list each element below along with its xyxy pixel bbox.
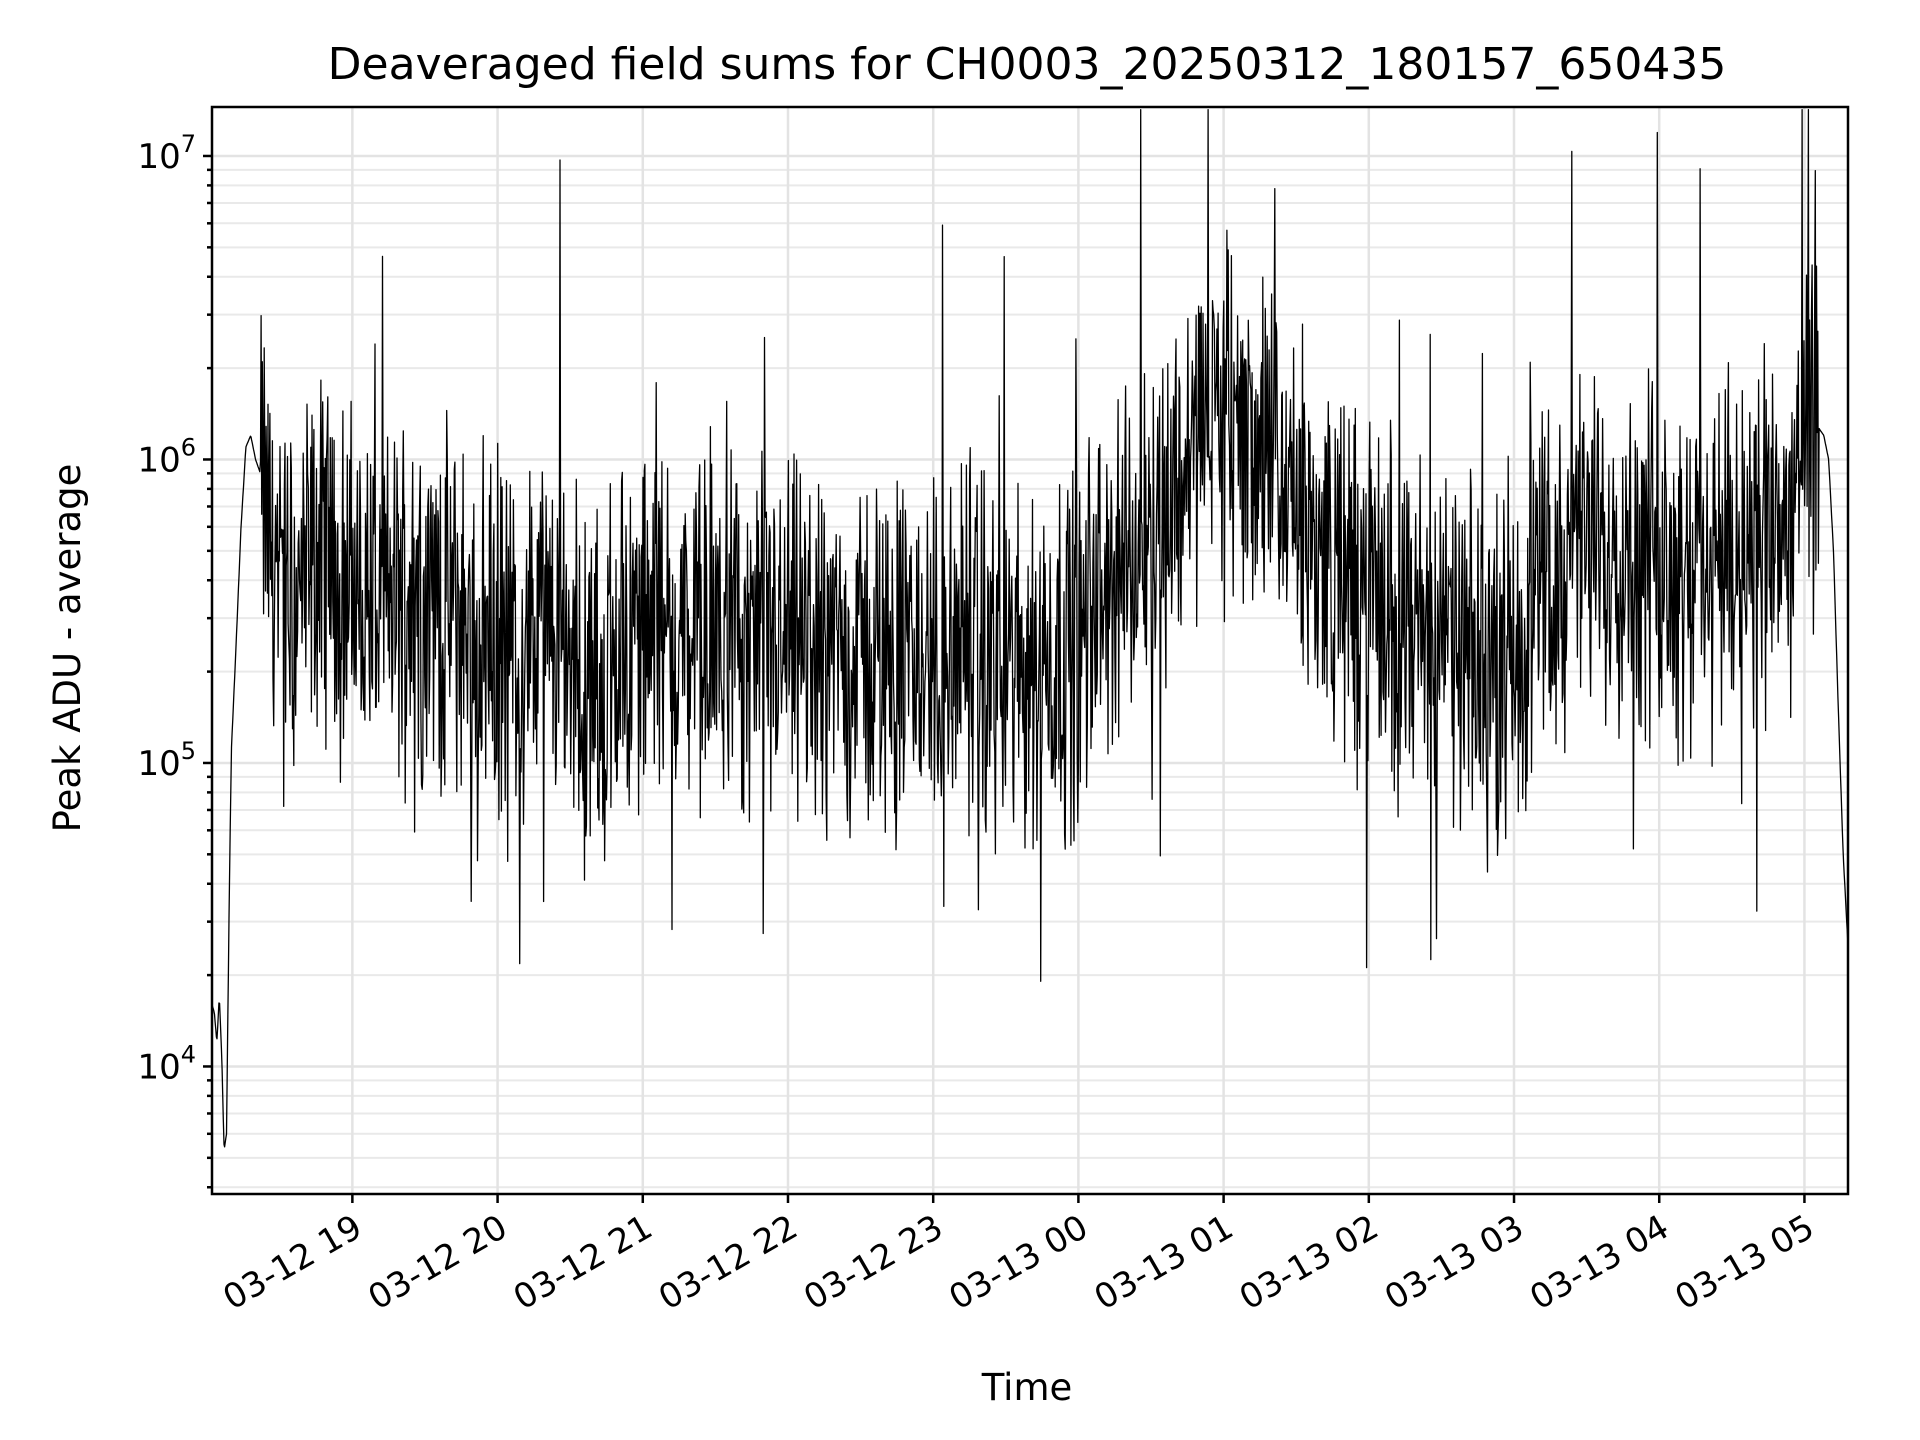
y-tick-label: 106 bbox=[137, 433, 196, 480]
x-tick-label: 03-13 01 bbox=[1088, 1207, 1240, 1318]
series-layer bbox=[211, 109, 1849, 1148]
series-line bbox=[211, 109, 1849, 1148]
x-tick-label: 03-13 02 bbox=[1233, 1207, 1385, 1318]
y-tick-label: 107 bbox=[137, 130, 196, 177]
y-tick-label: 104 bbox=[137, 1040, 196, 1087]
x-tick-label: 03-12 23 bbox=[797, 1207, 949, 1318]
grid bbox=[212, 107, 1848, 1194]
x-tick-label: 03-13 04 bbox=[1523, 1207, 1675, 1318]
y-axis-label: Peak ADU - average bbox=[46, 464, 89, 833]
x-tick-label: 03-13 05 bbox=[1669, 1207, 1821, 1318]
x-tick-label: 03-12 19 bbox=[216, 1207, 368, 1318]
x-tick-label: 03-12 20 bbox=[362, 1207, 514, 1318]
x-tick-label: 03-12 21 bbox=[507, 1207, 659, 1318]
y-tick-label: 105 bbox=[137, 737, 196, 784]
x-tick-label: 03-12 22 bbox=[652, 1207, 804, 1318]
chart-title: Deaveraged field sums for CH0003_2025031… bbox=[328, 39, 1727, 90]
plot-frame bbox=[210, 105, 1850, 1196]
x-tick-label: 03-13 00 bbox=[943, 1207, 1095, 1318]
x-axis-label: Time bbox=[981, 1366, 1073, 1409]
x-tick-label: 03-13 03 bbox=[1378, 1207, 1530, 1318]
